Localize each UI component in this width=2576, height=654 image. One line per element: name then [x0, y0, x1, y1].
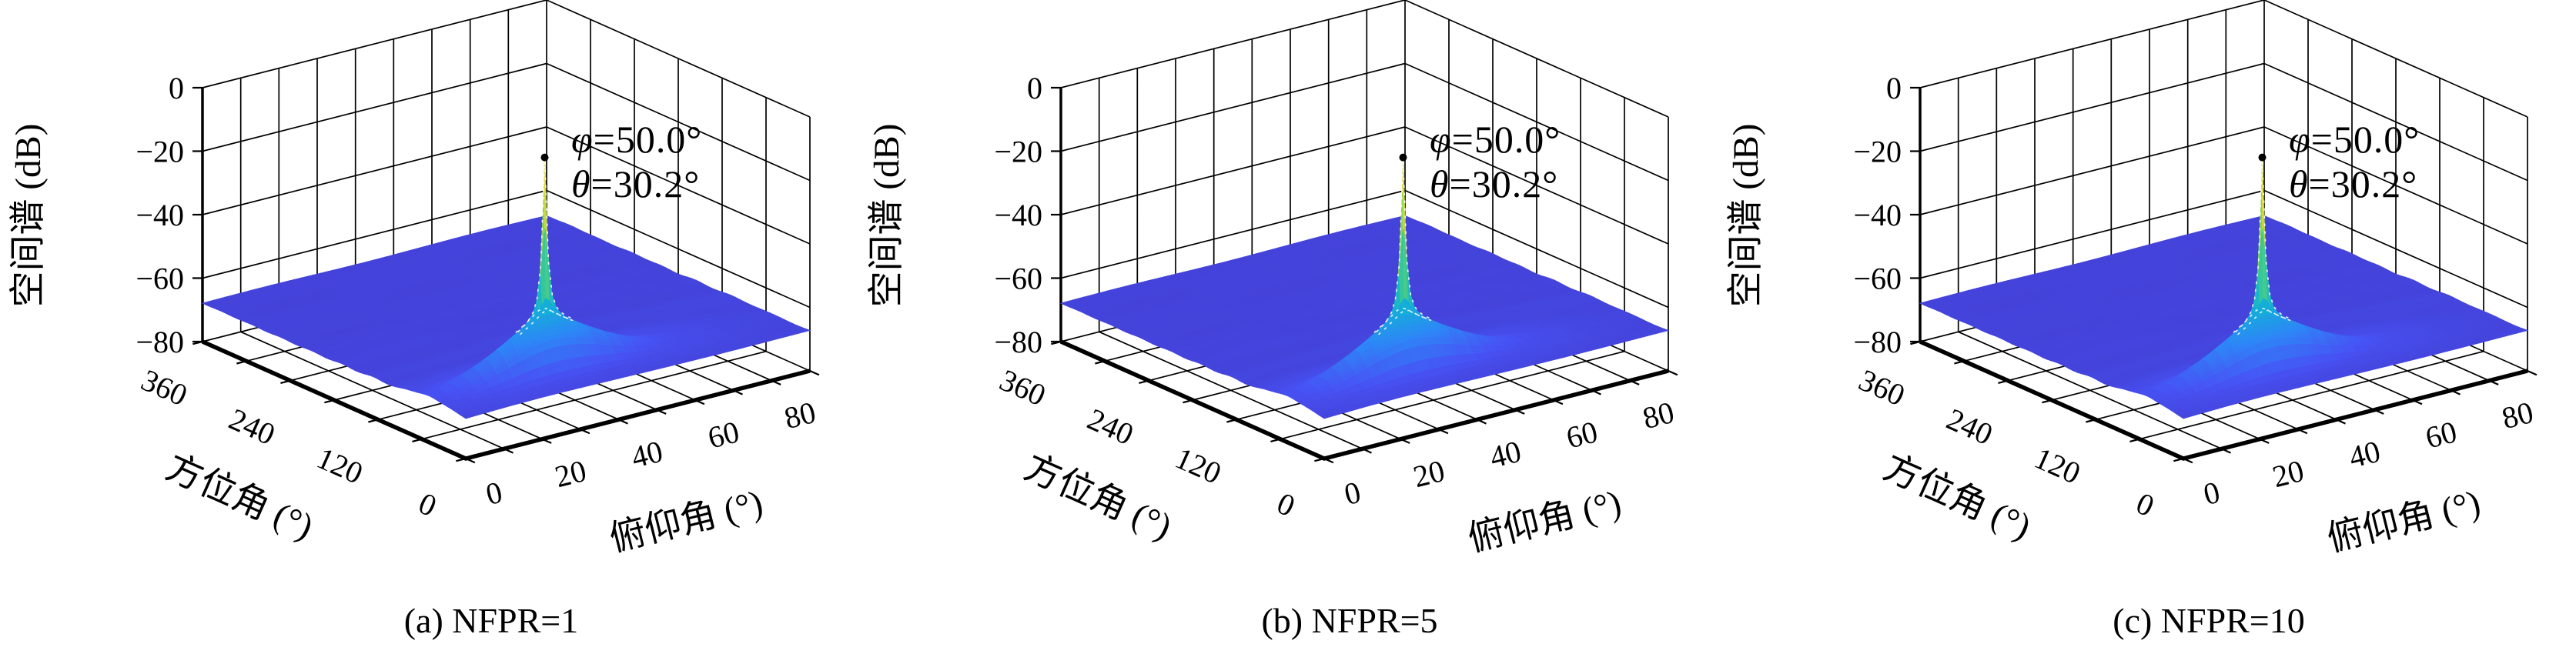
azimuth-tick-label: 240 [224, 402, 280, 452]
azimuth-tick-label: 0 [2131, 485, 2159, 523]
z-tick-label: −40 [995, 198, 1043, 232]
elevation-tick-label: 20 [2269, 453, 2307, 494]
z-axis-label: 空间谱 (dB) [867, 124, 907, 308]
axis-tick-marks [1051, 86, 1678, 464]
z-tick-label: 0 [1886, 71, 1902, 105]
peak-annotation: φ=50.0°θ=30.2° [1399, 118, 1561, 205]
z-tick-label: −60 [135, 262, 184, 296]
azimuth-tick-label: 120 [1170, 440, 1226, 491]
elevation-tick-label: 60 [704, 414, 743, 455]
azimuth-tick-label: 240 [1942, 402, 1998, 452]
elevation-tick-label: 40 [1487, 434, 1525, 475]
x-axis-label: 俯仰角 (°) [606, 483, 767, 560]
peak-marker-dot [540, 153, 549, 162]
surface-mesh [1919, 158, 2529, 419]
elevation-tick-label: 80 [781, 395, 819, 435]
z-tick-label: −80 [1853, 325, 1902, 359]
z-tick-label: −60 [1853, 262, 1902, 296]
peak-annotation-line: φ=50.0° [2289, 118, 2420, 161]
elevation-tick-label: 20 [551, 453, 590, 494]
elevation-tick-label: 0 [2200, 475, 2223, 512]
z-tick-label: −40 [135, 198, 184, 232]
azimuth-tick-label: 240 [1082, 402, 1139, 452]
z-tick-label: −20 [1853, 135, 1902, 169]
y-axis-label: 方位角 (°) [1019, 447, 1177, 547]
azimuth-tick-label: 0 [1273, 485, 1301, 523]
peak-marker-dot [1399, 153, 1407, 162]
x-axis-label: 俯仰角 (°) [1464, 483, 1625, 560]
azimuth-tick-label: 360 [995, 362, 1051, 413]
peak-annotation-line: φ=50.0° [1430, 118, 1561, 161]
z-axis-label: 空间谱 (dB) [1726, 124, 1766, 308]
surface-mesh-highlights [2233, 157, 2296, 335]
surface-mesh [1060, 158, 1670, 419]
z-tick-label: −20 [135, 135, 184, 169]
y-axis-label: 方位角 (°) [160, 447, 319, 547]
peak-annotation: φ=50.0°θ=30.2° [2258, 118, 2420, 205]
elevation-tick-label: 20 [1410, 453, 1449, 494]
azimuth-tick-label: 120 [2029, 440, 2086, 491]
subplot-caption-b: (b) NFPR=5 [1262, 601, 1438, 640]
axes-box-grid [1909, 0, 2538, 464]
z-tick-label: −60 [995, 262, 1043, 296]
elevation-tick-label: 60 [2422, 414, 2461, 455]
z-tick-label: 0 [169, 71, 184, 105]
peak-annotation-line: θ=30.2° [2289, 162, 2417, 205]
z-tick-label: −20 [995, 135, 1043, 169]
z-tick-label: −80 [135, 325, 184, 359]
z-tick-label: −40 [1853, 198, 1902, 232]
elevation-tick-label: 80 [1640, 395, 1678, 435]
x-axis-label: 俯仰角 (°) [2323, 483, 2484, 560]
elevation-tick-label: 0 [1341, 475, 1364, 512]
elevation-tick-label: 60 [1563, 414, 1601, 455]
z-axis-label: 空间谱 (dB) [8, 124, 49, 308]
azimuth-tick-label: 120 [312, 440, 368, 491]
azimuth-tick-label: 360 [136, 362, 192, 413]
peak-annotation-line: θ=30.2° [571, 162, 700, 205]
peak-marker-dot [2258, 153, 2267, 162]
azimuth-tick-label: 360 [1854, 362, 1910, 413]
subplot-caption-a: (a) NFPR=1 [404, 601, 579, 640]
surface-mesh-highlights [1373, 157, 1437, 335]
elevation-tick-label: 40 [628, 434, 667, 475]
z-tick-label: 0 [1027, 71, 1042, 105]
peak-annotation-line: φ=50.0° [571, 118, 702, 161]
axis-tick-marks [192, 86, 820, 464]
elevation-tick-label: 40 [2345, 434, 2384, 475]
azimuth-tick-label: 0 [413, 485, 442, 523]
z-tick-label: −80 [995, 325, 1043, 359]
axis-tick-marks [1909, 86, 2538, 464]
peak-annotation: φ=50.0°θ=30.2° [540, 118, 702, 205]
elevation-tick-label: 0 [483, 475, 506, 512]
peak-annotation-line: θ=30.2° [1430, 162, 1558, 205]
y-axis-label: 方位角 (°) [1878, 447, 2036, 547]
elevation-tick-label: 80 [2498, 395, 2537, 435]
subplot-caption-c: (c) NFPR=10 [2113, 601, 2304, 640]
surface-mesh-highlights [515, 157, 578, 335]
